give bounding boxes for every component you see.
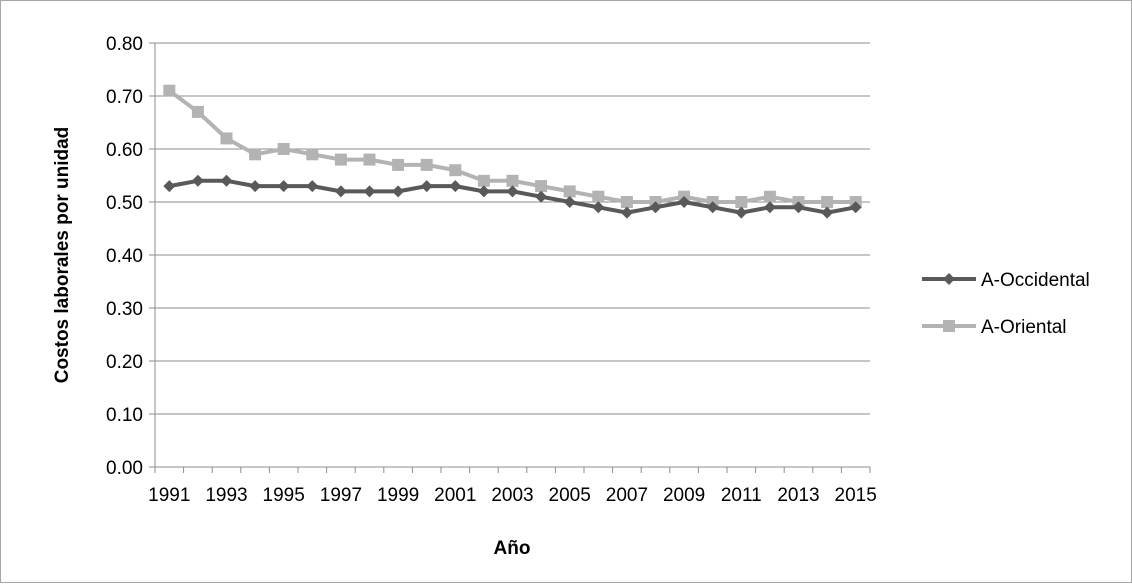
data-point [420,180,433,193]
y-tick-label: 0.50 [106,193,143,214]
legend-marker [943,273,955,285]
y-tick-label: 0.60 [106,140,143,161]
x-tick-label: 2005 [549,485,591,506]
tick-labels: 0.00 0.10 0.20 0.30 0.40 0.50 0.60 0.70 0.80 1991… [106,34,877,506]
x-tick-label: 2001 [434,485,476,506]
data-point [363,185,376,198]
data-point [506,174,519,187]
data-point [306,180,319,193]
data-point [563,185,576,198]
data-point [163,180,176,193]
y-tick-label: 0.20 [106,352,143,373]
legend-label: A-Oriental [981,317,1067,338]
data-point [392,185,405,198]
y-tick-label: 0.00 [106,458,143,479]
x-tick-label: 2013 [777,485,819,506]
data-point [449,164,462,177]
data-point [620,196,633,208]
data-point [220,132,233,145]
data-point [363,153,376,166]
data-point [506,185,519,198]
data-point [535,180,548,193]
series-a-occidental [163,174,862,219]
x-tick-label: 2007 [606,485,648,506]
data-point [477,185,490,198]
data-point [620,206,633,219]
data-point [277,180,290,193]
y-tick-label: 0.80 [106,34,143,55]
legend: A-Occidental A-Oriental [922,270,1090,338]
legend-marker [943,320,955,332]
x-tick-label: 1993 [205,485,247,506]
data-point [678,196,691,208]
data-point [191,105,204,118]
axes [149,42,871,473]
data-point [420,158,433,171]
y-tick-label: 0.70 [106,87,143,108]
data-point [563,196,576,208]
data-point [334,185,347,198]
data-point [191,174,204,187]
data-point [249,148,262,161]
data-point [821,206,834,219]
data-point [763,190,776,203]
data-point [592,190,605,203]
legend-entry: A-Oriental [922,317,1067,338]
data-point [849,201,862,214]
data-point [477,174,490,187]
data-point [334,153,347,166]
legend-label: A-Occidental [981,270,1090,291]
y-tick-label: 0.30 [106,299,143,320]
series-lines [163,84,862,219]
x-tick-label: 1997 [320,485,362,506]
data-point [249,180,262,193]
data-point [220,174,233,187]
gridlines [155,42,870,415]
x-tick-label: 2003 [491,485,533,506]
data-point [535,190,548,203]
x-tick-label: 1995 [263,485,305,506]
data-point [735,206,748,219]
y-tick-label: 0.40 [106,246,143,267]
data-point [763,201,776,214]
data-point [449,180,462,193]
x-axis-title: Año [494,538,531,559]
x-tick-label: 1991 [148,485,190,506]
data-point [306,148,319,161]
data-point [706,201,719,214]
data-point [277,143,290,155]
data-point [592,201,605,214]
data-point [392,158,405,171]
data-point [163,84,176,97]
y-axis-title: Costos laborales por unidad [52,127,73,384]
data-point [792,201,805,214]
y-tick-label: 0.10 [106,405,143,426]
data-point [735,196,748,208]
legend-entry: A-Occidental [922,270,1090,291]
x-tick-label: 1999 [377,485,419,506]
x-tick-label: 2011 [721,485,762,506]
x-tick-label: 2015 [835,485,877,506]
x-tick-label: 2009 [663,485,705,506]
data-point [649,201,662,214]
data-point [821,196,834,208]
